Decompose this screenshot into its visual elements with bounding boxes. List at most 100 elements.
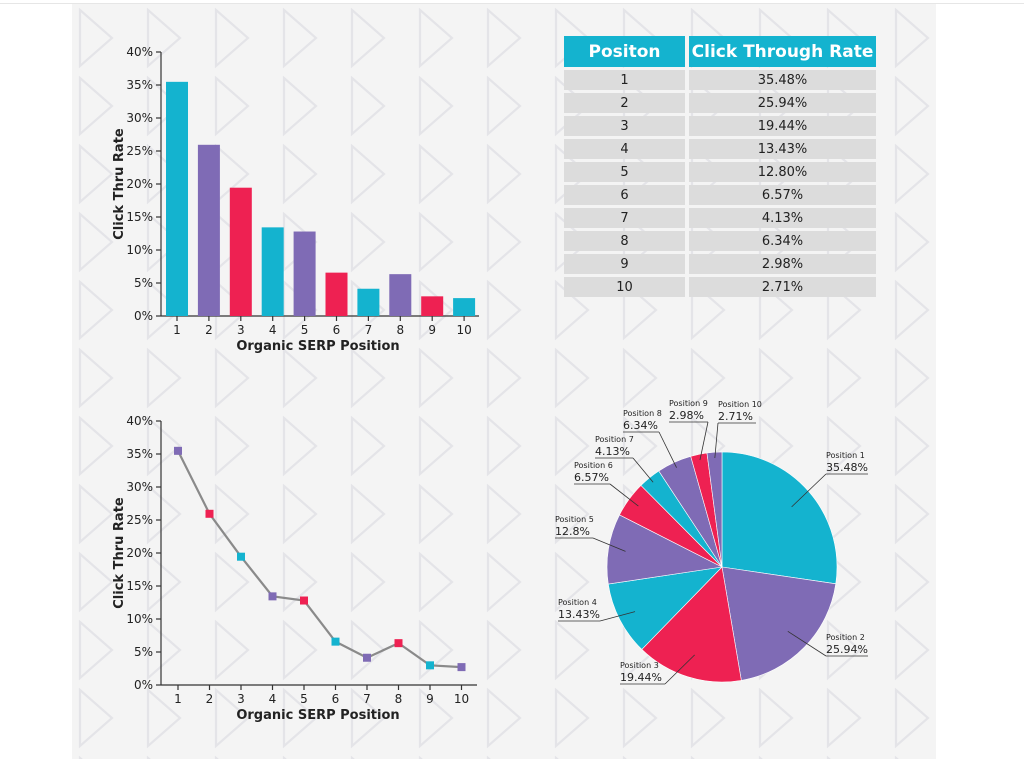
data-point (237, 552, 245, 561)
x-tick-label: 9 (428, 323, 436, 337)
table-row: 9 2.98% (564, 254, 876, 274)
slice-name-label: Position 6 (574, 461, 613, 470)
data-point (363, 653, 371, 662)
x-tick-label: 4 (269, 692, 277, 706)
table-header-ctr: Click Through Rate (689, 36, 876, 67)
bar (166, 81, 188, 316)
x-axis-title: Organic SERP Position (236, 708, 399, 723)
data-point (174, 446, 182, 455)
bar (261, 227, 284, 316)
x-tick-label: 2 (205, 323, 213, 337)
table-cell-position: 5 (564, 162, 685, 182)
leader-line (592, 537, 626, 552)
data-point (394, 639, 403, 648)
table-cell-ctr: 4.13% (689, 208, 876, 228)
table-cell-position: 10 (564, 277, 685, 297)
table-row: 8 6.34% (564, 231, 876, 251)
table-cell-ctr: 6.57% (689, 185, 876, 205)
x-tick-label: 6 (333, 323, 341, 337)
pie-slice (721, 451, 838, 585)
y-tick-label: 10% (126, 243, 153, 257)
slice-name-label: Position 5 (555, 515, 594, 524)
table-cell-position: 4 (564, 139, 685, 159)
slice-value-label: 19.44% (620, 671, 662, 684)
ctr-table: Positon Click Through Rate 1 35.48% 2 25.9… (560, 33, 880, 300)
y-tick-label: 5% (134, 276, 153, 290)
x-tick-label: 3 (237, 692, 245, 706)
table-row: 1 35.48% (564, 70, 876, 90)
series-line (177, 450, 462, 669)
bar (421, 296, 444, 316)
x-tick-label: 10 (454, 692, 469, 706)
table-row: 6 6.57% (564, 185, 876, 205)
table-row: 10 2.71% (564, 277, 876, 297)
y-tick-label: 25% (126, 144, 153, 158)
slice-name-label: Position 3 (620, 661, 659, 670)
pie-slice (706, 451, 723, 568)
x-tick-label: 7 (365, 323, 373, 337)
table-cell-position: 7 (564, 208, 685, 228)
bar (229, 187, 252, 316)
leader-line (664, 654, 695, 685)
data-point (300, 596, 308, 605)
bar (453, 298, 476, 316)
slice-value-label: 2.98% (669, 409, 704, 422)
x-tick-label: 8 (395, 692, 403, 706)
x-tick-label: 3 (237, 323, 245, 337)
slice-name-label: Position 1 (826, 451, 865, 460)
y-tick-label: 25% (126, 513, 153, 527)
pie-slice (721, 566, 837, 681)
x-tick-label: 8 (396, 323, 404, 337)
table-cell-ctr: 6.34% (689, 231, 876, 251)
x-tick-label: 1 (174, 692, 182, 706)
x-tick-label: 2 (206, 692, 214, 706)
y-tick-label: 15% (126, 210, 153, 224)
table-cell-ctr: 19.44% (689, 116, 876, 136)
table-row: 7 4.13% (564, 208, 876, 228)
leader-line (609, 483, 639, 507)
data-point (331, 637, 340, 646)
leader-line (791, 473, 827, 508)
slice-name-label: Position 10 (718, 400, 762, 409)
y-tick-label: 0% (134, 309, 153, 323)
table-row: 5 12.80% (564, 162, 876, 182)
x-tick-label: 6 (332, 692, 340, 706)
slice-name-label: Position 8 (623, 409, 662, 418)
slice-value-label: 25.94% (826, 643, 868, 656)
slice-value-label: 2.71% (718, 410, 753, 423)
x-tick-label: 10 (456, 323, 471, 337)
y-axis-title: Click Thru Rate (112, 497, 127, 609)
table-row: 2 25.94% (564, 93, 876, 113)
bar (325, 272, 348, 316)
data-point (426, 661, 434, 670)
x-axis-title: Organic SERP Position (236, 339, 399, 354)
table-cell-ctr: 12.80% (689, 162, 876, 182)
y-tick-label: 35% (126, 447, 153, 461)
table-cell-position: 9 (564, 254, 685, 274)
x-tick-label: 5 (300, 692, 308, 706)
table-row: 4 13.43% (564, 139, 876, 159)
slice-name-label: Position 9 (669, 399, 708, 408)
y-tick-label: 30% (126, 480, 153, 494)
leader-line (787, 630, 827, 657)
data-point (205, 509, 214, 518)
bar (293, 231, 316, 316)
slice-value-label: 4.13% (595, 445, 630, 458)
y-axis-title: Click Thru Rate (112, 128, 127, 240)
table-cell-ctr: 2.71% (689, 277, 876, 297)
table-header-position: Positon (564, 36, 685, 67)
top-border (0, 3, 1024, 4)
table-cell-position: 2 (564, 93, 685, 113)
y-tick-label: 5% (134, 645, 153, 659)
x-tick-label: 9 (426, 692, 434, 706)
table-cell-position: 8 (564, 231, 685, 251)
y-tick-label: 30% (126, 111, 153, 125)
x-tick-label: 7 (363, 692, 371, 706)
slice-value-label: 13.43% (558, 608, 600, 621)
bar (197, 144, 220, 316)
leader-line (699, 421, 709, 461)
pie-slice (607, 566, 723, 650)
table-cell-ctr: 13.43% (689, 139, 876, 159)
